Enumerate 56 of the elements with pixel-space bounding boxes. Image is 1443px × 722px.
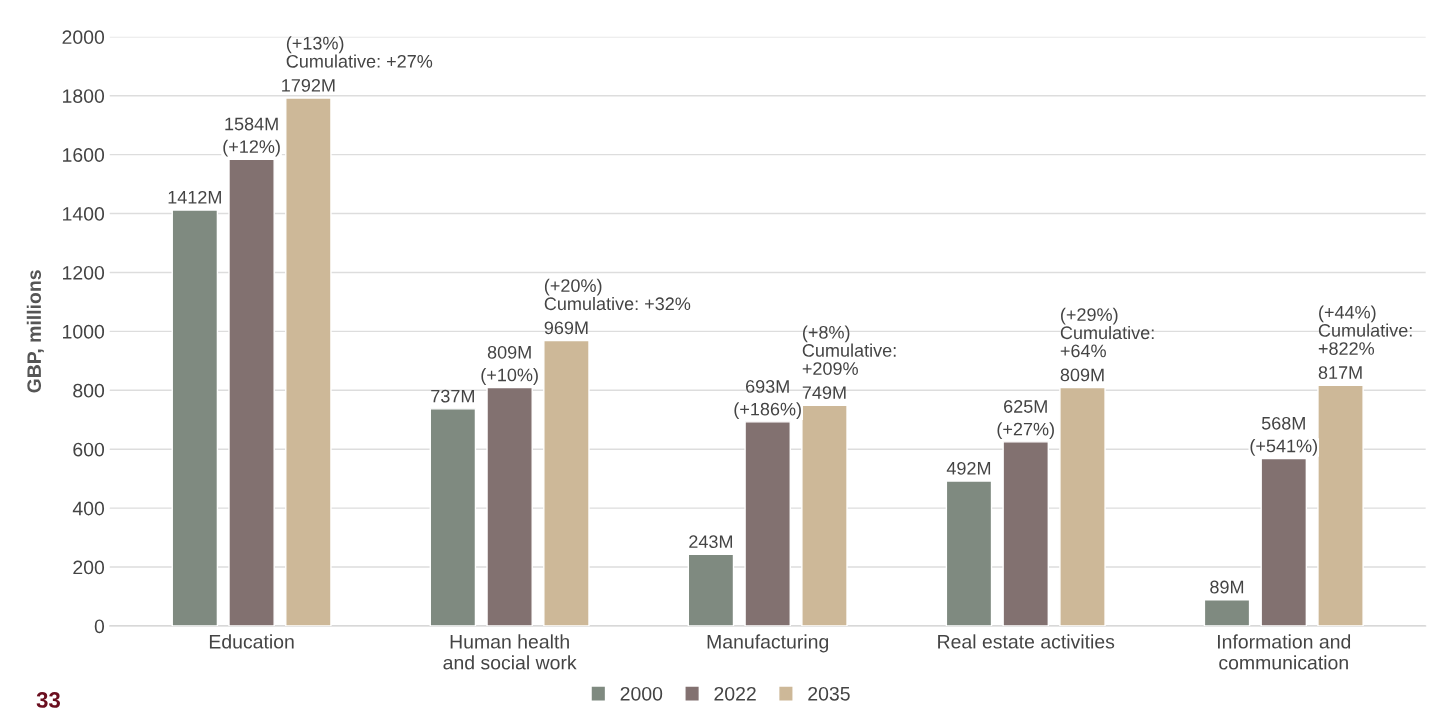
- data-label: 809M: [487, 345, 531, 359]
- y-tick-label: 0: [94, 619, 105, 634]
- y-tick-label: 1000: [63, 324, 105, 339]
- data-label: 693M: [746, 380, 789, 393]
- text: 33: [36, 692, 60, 708]
- legend-label: 2000: [620, 686, 663, 701]
- annotation: (+541%): [1250, 439, 1318, 456]
- annotation: (+10%): [481, 368, 538, 385]
- x-tick-label: Manufacturing: [707, 634, 829, 653]
- legend-label: 2035: [808, 686, 850, 701]
- y-tick-label: 1800: [63, 89, 105, 103]
- bar: [1059, 386, 1106, 626]
- annotation: (+29%) Cumulative: +64%: [1060, 307, 1154, 358]
- bar: [171, 209, 219, 626]
- y-tick-label: 200: [73, 560, 105, 575]
- y-tick-label: 1600: [63, 148, 105, 162]
- y-tick-label: 2000: [62, 30, 105, 45]
- data-label: 1584M: [225, 117, 278, 131]
- bar: [1002, 441, 1049, 626]
- annotation: (+8%) Cumulative: +209%: [802, 325, 896, 375]
- annotation: (+20%) Cumulative: +32%: [544, 278, 691, 311]
- legend-label: 2022: [714, 686, 756, 701]
- annotation: (+27%): [997, 422, 1054, 440]
- annotation: (+12%): [223, 139, 280, 157]
- data-label: 625M: [1004, 400, 1047, 413]
- bar: [945, 480, 993, 626]
- x-tick-label: Information and communication: [1218, 634, 1351, 670]
- data-label: 243M: [689, 535, 733, 549]
- data-label: 492M: [946, 461, 991, 475]
- data-label: 737M: [431, 389, 474, 403]
- x-tick-label: Real estate activities: [938, 634, 1115, 649]
- bar: [429, 408, 477, 626]
- y-tick-label: 1200: [63, 265, 105, 280]
- annotation: (+13%) Cumulative: +27%: [286, 36, 433, 68]
- annotation: (+186%): [734, 402, 801, 420]
- bar: [1203, 599, 1251, 626]
- annotation: (+44%) Cumulative: +822%: [1318, 305, 1412, 355]
- bar: [486, 386, 533, 626]
- data-label: 568M: [1261, 416, 1305, 430]
- data-label: 1412M: [168, 190, 221, 204]
- bar: [285, 97, 332, 626]
- y-tick-label: 600: [73, 442, 105, 457]
- data-label: 809M: [1060, 368, 1104, 382]
- data-label: 1792M: [282, 78, 335, 92]
- y-tick-label: 800: [73, 383, 105, 398]
- y-tick-label: 1400: [63, 207, 105, 221]
- y-tick-label: 400: [72, 501, 105, 516]
- data-label: 749M: [802, 386, 846, 399]
- data-label: 89M: [1210, 580, 1244, 594]
- bar: [543, 339, 590, 626]
- x-tick-label: Education: [209, 634, 294, 649]
- x-tick-label: Human health and social work: [443, 634, 577, 670]
- bar: [687, 553, 735, 626]
- data-label: 969M: [544, 321, 588, 335]
- data-label: 817M: [1318, 366, 1362, 379]
- y-axis-title: GBP, millions: [26, 270, 44, 393]
